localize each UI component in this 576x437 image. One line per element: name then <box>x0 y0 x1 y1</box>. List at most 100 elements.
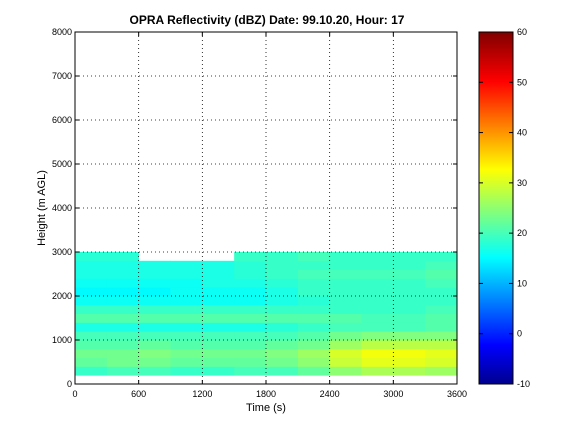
y-axis: 0 1000 2000 3000 4000 5000 6000 7000 8000 <box>52 27 457 389</box>
heatmap-cell <box>106 331 140 341</box>
heatmap-cell <box>266 348 299 358</box>
colorbar <box>478 31 514 385</box>
heatmap-cell <box>297 260 331 270</box>
plot-area <box>75 252 458 376</box>
heatmap-cell <box>393 348 426 358</box>
y-tick-label: 5000 <box>52 159 72 169</box>
heatmap-cell <box>202 331 235 341</box>
heatmap-cell <box>266 331 299 341</box>
heatmap-cell <box>202 296 235 306</box>
heatmap-cell <box>393 252 426 262</box>
heatmap-cell <box>266 260 299 270</box>
heatmap-cell <box>170 340 203 350</box>
heatmap-cell <box>329 278 362 288</box>
heatmap-cell <box>106 296 140 306</box>
x-tick-label: 2400 <box>320 389 340 399</box>
heatmap-cell <box>170 366 203 376</box>
heatmap-cell <box>297 287 331 297</box>
x-tick-label: 600 <box>131 389 146 399</box>
heatmap-cell <box>234 278 267 288</box>
heatmap-cell <box>75 252 108 262</box>
heatmap-cell <box>75 287 108 297</box>
y-tick-label: 8000 <box>52 27 72 37</box>
heatmap-cell <box>425 331 458 341</box>
heatmap-cell <box>234 269 267 279</box>
colorbar-tick-label: 30 <box>517 178 527 188</box>
heatmap-cell <box>425 287 458 297</box>
heatmap-cell <box>361 278 394 288</box>
heatmap-cell <box>425 269 458 279</box>
heatmap-cell <box>138 269 171 279</box>
heatmap-cell <box>170 357 203 367</box>
colorbar-tick-label: 0 <box>517 329 522 339</box>
x-tick-label: 3600 <box>447 389 467 399</box>
heatmap-cell <box>266 313 299 323</box>
heatmap-cell <box>329 322 362 332</box>
heatmap-cell <box>75 331 108 341</box>
heatmap-cell <box>75 260 108 270</box>
heatmap-cell <box>75 366 108 376</box>
heatmap-cell <box>297 357 331 367</box>
heatmap-cell <box>329 296 362 306</box>
heatmap-cell <box>234 304 267 314</box>
heatmap-cell <box>202 278 235 288</box>
heatmap-cell <box>106 313 140 323</box>
heatmap-cell <box>425 252 458 262</box>
heatmap-cell <box>393 331 426 341</box>
heatmap-cell <box>234 287 267 297</box>
colorbar-tick-label: 20 <box>517 228 527 238</box>
heatmap-cell <box>361 348 394 358</box>
heatmap-cell <box>106 287 140 297</box>
heatmap-cell <box>106 252 140 262</box>
heatmap-cell <box>361 252 394 262</box>
heatmap-cell <box>106 340 140 350</box>
heatmap-cell <box>425 340 458 350</box>
heatmap-cell <box>75 357 108 367</box>
heatmap-cell <box>266 366 299 376</box>
heatmap-cell <box>329 269 362 279</box>
heatmap-cell <box>329 357 362 367</box>
heatmap-cell <box>202 357 235 367</box>
heatmap-cell <box>297 322 331 332</box>
colorbar-axis: -10 0 10 20 30 40 50 60 <box>479 27 530 389</box>
heatmap-cell <box>170 260 203 270</box>
x-tick-label: 3000 <box>383 389 403 399</box>
heatmap-cell <box>266 287 299 297</box>
heatmap-cell <box>170 304 203 314</box>
heatmap-cell <box>361 313 394 323</box>
heatmap-cell <box>297 348 331 358</box>
heatmap-cell <box>329 331 362 341</box>
heatmap-cell <box>234 366 267 376</box>
heatmap-cell <box>297 252 331 262</box>
heatmap-cell <box>138 278 171 288</box>
heatmap-cell <box>425 366 458 376</box>
heatmap-cell <box>234 296 267 306</box>
heatmap-cell <box>234 348 267 358</box>
heatmap-cell <box>75 304 108 314</box>
heatmap-cell <box>361 287 394 297</box>
heatmap-cell <box>202 287 235 297</box>
heatmap-cell <box>138 357 171 367</box>
heatmap-cell <box>393 304 426 314</box>
heatmap-cell <box>266 322 299 332</box>
heatmap-cell <box>361 340 394 350</box>
heatmap-cell <box>138 348 171 358</box>
heatmap-cell <box>329 287 362 297</box>
x-tick-label: 1200 <box>192 389 212 399</box>
heatmap-cell <box>106 269 140 279</box>
heatmap-cell <box>138 313 171 323</box>
heatmap-cell <box>297 278 331 288</box>
heatmap-cell <box>329 348 362 358</box>
heatmap-cell <box>361 260 394 270</box>
heatmap-cell <box>202 348 235 358</box>
heatmap-cell <box>361 322 394 332</box>
heatmap-cell <box>361 331 394 341</box>
heatmap-cell <box>138 260 171 270</box>
heatmap-cell <box>266 278 299 288</box>
heatmap-cell <box>329 260 362 270</box>
heatmap-cell <box>106 366 140 376</box>
heatmap-cell <box>393 278 426 288</box>
heatmap-cell <box>106 322 140 332</box>
